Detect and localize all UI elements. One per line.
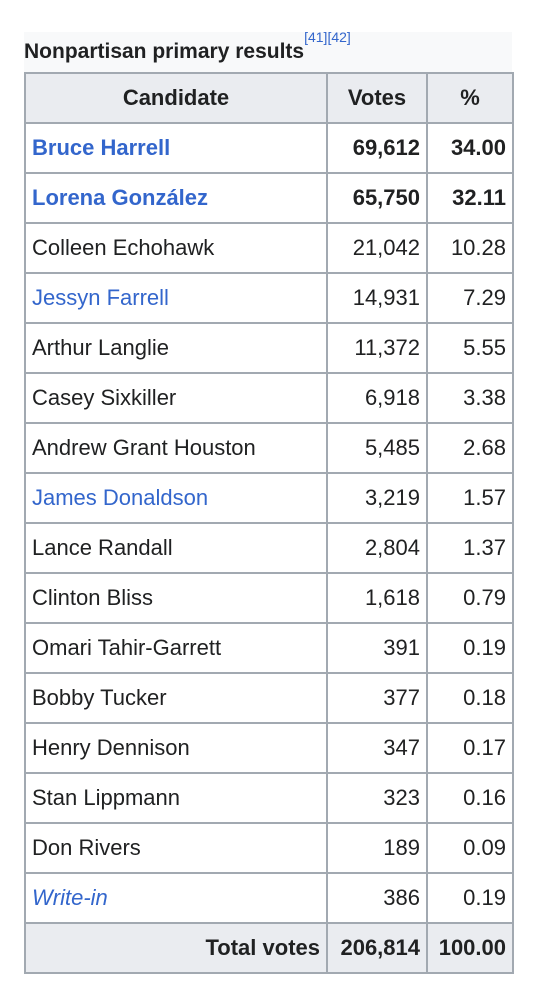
percent-cell: 2.68	[426, 422, 514, 474]
votes-cell: 65,750	[326, 172, 428, 224]
candidate-cell: Don Rivers	[24, 822, 328, 874]
candidate-name: Bobby Tucker	[32, 685, 167, 710]
percent-cell: 32.11	[426, 172, 514, 224]
percent-cell: 0.09	[426, 822, 514, 874]
candidate-name: Omari Tahir-Garrett	[32, 635, 222, 660]
candidate-name: Don Rivers	[32, 835, 141, 860]
votes-cell: 1,618	[326, 572, 428, 624]
header-row: Candidate Votes %	[24, 72, 514, 124]
candidate-name: Arthur Langlie	[32, 335, 169, 360]
table-row: James Donaldson 3,219 1.57	[24, 472, 514, 524]
total-label: Total votes	[24, 922, 328, 974]
percent-cell: 0.18	[426, 672, 514, 724]
votes-cell: 11,372	[326, 322, 428, 374]
candidate-name: Lance Randall	[32, 535, 173, 560]
percent-cell: 0.19	[426, 622, 514, 674]
results-body: Bruce Harrell 69,612 34.00 Lorena González 6…	[24, 122, 514, 924]
table-row: Stan Lippmann 323 0.16	[24, 772, 514, 824]
votes-cell: 3,219	[326, 472, 428, 524]
percent-cell: 0.16	[426, 772, 514, 824]
percent-header: %	[426, 72, 514, 124]
percent-cell: 3.38	[426, 372, 514, 424]
table-row: Lance Randall 2,804 1.37	[24, 522, 514, 574]
percent-cell: 0.19	[426, 872, 514, 924]
percent-cell: 10.28	[426, 222, 514, 274]
candidate-cell: Clinton Bliss	[24, 572, 328, 624]
table-row: Bruce Harrell 69,612 34.00	[24, 122, 514, 174]
percent-cell: 1.57	[426, 472, 514, 524]
percent-cell: 7.29	[426, 272, 514, 324]
candidate-name: Casey Sixkiller	[32, 385, 177, 410]
candidate-cell: Casey Sixkiller	[24, 372, 328, 424]
candidate-cell: Bruce Harrell	[24, 122, 328, 174]
candidate-cell: Lorena González	[24, 172, 328, 224]
table-row: Andrew Grant Houston 5,485 2.68	[24, 422, 514, 474]
candidate-cell: Andrew Grant Houston	[24, 422, 328, 474]
candidate-name: Stan Lippmann	[32, 785, 180, 810]
candidate-cell: Stan Lippmann	[24, 772, 328, 824]
table-row: Arthur Langlie 11,372 5.55	[24, 322, 514, 374]
candidate-cell: Lance Randall	[24, 522, 328, 574]
table-row: Jessyn Farrell 14,931 7.29	[24, 272, 514, 324]
percent-cell: 0.17	[426, 722, 514, 774]
percent-cell: 34.00	[426, 122, 514, 174]
total-votes: 206,814	[326, 922, 428, 974]
votes-cell: 14,931	[326, 272, 428, 324]
candidate-link[interactable]: Jessyn Farrell	[32, 285, 169, 310]
candidate-name: Henry Dennison	[32, 735, 190, 760]
votes-cell: 391	[326, 622, 428, 674]
votes-cell: 323	[326, 772, 428, 824]
candidate-cell: Colleen Echohawk	[24, 222, 328, 274]
primary-results-table: Candidate Votes % Bruce Harrell 69,612 34.…	[24, 72, 514, 974]
votes-cell: 21,042	[326, 222, 428, 274]
votes-cell: 6,918	[326, 372, 428, 424]
votes-cell: 386	[326, 872, 428, 924]
votes-header: Votes	[326, 72, 428, 124]
votes-cell: 69,612	[326, 122, 428, 174]
table-row: Lorena González 65,750 32.11	[24, 172, 514, 224]
table-row: Clinton Bliss 1,618 0.79	[24, 572, 514, 624]
table-row: Casey Sixkiller 6,918 3.38	[24, 372, 514, 424]
table-row: Write-in 386 0.19	[24, 872, 514, 924]
candidate-name: Andrew Grant Houston	[32, 435, 256, 460]
candidate-header: Candidate	[24, 72, 328, 124]
table-row: Omari Tahir-Garrett 391 0.19	[24, 622, 514, 674]
table-row: Colleen Echohawk 21,042 10.28	[24, 222, 514, 274]
candidate-name: Colleen Echohawk	[32, 235, 215, 260]
candidate-link[interactable]: Lorena González	[32, 185, 209, 210]
votes-cell: 2,804	[326, 522, 428, 574]
percent-cell: 1.37	[426, 522, 514, 574]
candidate-cell: Bobby Tucker	[24, 672, 328, 724]
candidate-link[interactable]: Bruce Harrell	[32, 135, 171, 160]
total-row: Total votes 206,814 100.00	[24, 922, 514, 974]
table-row: Henry Dennison 347 0.17	[24, 722, 514, 774]
candidate-cell: James Donaldson	[24, 472, 328, 524]
votes-cell: 377	[326, 672, 428, 724]
candidate-name: Clinton Bliss	[32, 585, 154, 610]
total-percent: 100.00	[426, 922, 514, 974]
candidate-link[interactable]: James Donaldson	[32, 485, 209, 510]
candidate-cell: Jessyn Farrell	[24, 272, 328, 324]
candidate-cell: Omari Tahir-Garrett	[24, 622, 328, 674]
caption-title: Nonpartisan primary results	[24, 40, 305, 63]
reference-links[interactable]: [41][42]	[304, 29, 351, 45]
table-row: Bobby Tucker 377 0.18	[24, 672, 514, 724]
candidate-cell: Write-in	[24, 872, 328, 924]
percent-cell: 0.79	[426, 572, 514, 624]
candidate-cell: Henry Dennison	[24, 722, 328, 774]
candidate-link[interactable]: Write-in	[32, 885, 108, 910]
votes-cell: 5,485	[326, 422, 428, 474]
candidate-cell: Arthur Langlie	[24, 322, 328, 374]
votes-cell: 347	[326, 722, 428, 774]
votes-cell: 189	[326, 822, 428, 874]
percent-cell: 5.55	[426, 322, 514, 374]
table-caption: Nonpartisan primary results[41][42]	[24, 29, 512, 72]
table-row: Don Rivers 189 0.09	[24, 822, 514, 874]
